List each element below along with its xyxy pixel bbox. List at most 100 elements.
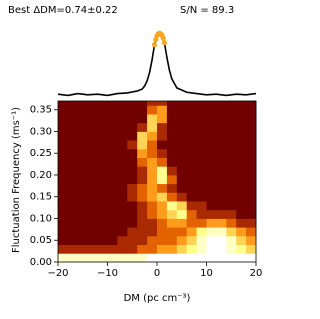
heatmap-cell <box>147 227 158 237</box>
heatmap-cell <box>196 157 207 167</box>
heatmap-cell <box>236 192 247 202</box>
heatmap-cell <box>186 244 197 254</box>
heatmap-cell <box>157 101 168 106</box>
y-tick-label: 0.10 <box>30 213 52 224</box>
heatmap-cell <box>67 201 79 211</box>
heatmap-cell <box>236 101 247 106</box>
heatmap-cell <box>127 101 138 106</box>
heatmap-cell <box>157 131 168 141</box>
heatmap-cell <box>176 140 188 150</box>
heatmap-cell <box>236 140 247 150</box>
heatmap-cell <box>226 209 237 219</box>
heatmap-cell <box>107 201 118 211</box>
heatmap-cell <box>236 157 247 167</box>
heatmap-cell <box>196 166 207 176</box>
heatmap-cell <box>107 105 118 115</box>
heatmap-cell <box>87 122 98 132</box>
heatmap-cell <box>176 192 188 202</box>
peak-point <box>160 35 166 41</box>
heatmap-cell <box>216 192 227 202</box>
heatmap-cell <box>137 148 148 158</box>
heatmap-cell <box>127 227 138 237</box>
heatmap-cell <box>226 105 237 115</box>
heatmap-cell <box>77 192 89 202</box>
heatmap-cell <box>117 148 128 158</box>
heatmap-cell <box>87 114 98 124</box>
heatmap-cell <box>127 235 138 245</box>
heatmap-cell <box>117 218 128 228</box>
heatmap-cell <box>226 101 237 106</box>
heatmap-cell <box>147 174 158 185</box>
heatmap-cell <box>216 209 227 219</box>
heatmap-cell <box>117 140 128 150</box>
heatmap-cell <box>67 148 79 158</box>
heatmap-cell <box>67 131 79 141</box>
heatmap-cell <box>77 253 89 263</box>
heatmap-cell <box>216 166 227 176</box>
heatmap-cell <box>117 235 128 245</box>
heatmap-cell <box>127 131 138 141</box>
heatmap-cell <box>246 157 257 167</box>
heatmap-cell <box>226 148 237 158</box>
heatmap-cell <box>107 166 118 176</box>
heatmap-cell <box>97 218 108 228</box>
peak-point <box>161 40 168 46</box>
heatmap-cell <box>147 131 158 141</box>
heatmap-cell <box>216 148 227 158</box>
heatmap-cell <box>147 114 158 124</box>
heatmap-cell <box>216 131 227 141</box>
heatmap-cell <box>176 122 188 132</box>
heatmap-cell <box>186 140 197 150</box>
heatmap-cell <box>236 166 247 176</box>
heatmap-cell <box>58 122 69 132</box>
heatmap-cell <box>236 209 247 219</box>
heatmap-cell <box>226 201 237 211</box>
heatmap-cell <box>137 131 148 141</box>
heatmap-cell <box>58 148 69 158</box>
heatmap-cell <box>77 201 89 211</box>
heatmap-cell <box>186 235 197 245</box>
heatmap-cell <box>87 174 98 185</box>
heatmap-cell <box>186 209 197 219</box>
heatmap-cell <box>67 122 79 132</box>
profile-line <box>57 32 257 97</box>
heatmap-cell <box>97 131 108 141</box>
y-tick-label: 0.05 <box>30 235 52 246</box>
heatmap-cell <box>58 140 69 150</box>
heatmap-cell <box>186 148 197 158</box>
heatmap-cell <box>157 105 168 115</box>
heatmap-cell <box>58 183 69 193</box>
heatmap-cell <box>176 105 188 115</box>
heatmap-cell <box>117 122 128 132</box>
heatmap-cell <box>107 101 118 106</box>
heatmap-cell <box>87 166 98 176</box>
heatmap-cell <box>67 114 79 124</box>
heatmap-cell <box>157 218 168 228</box>
snr-annotation: S/N = 89.3 <box>180 5 234 16</box>
heatmap-cell <box>166 183 178 193</box>
heatmap-cell <box>176 218 188 228</box>
heatmap-cell <box>166 131 178 141</box>
heatmap-cell <box>97 227 108 237</box>
heatmap-cell <box>226 253 237 263</box>
heatmap-cell <box>196 235 207 245</box>
heatmap-cell <box>246 131 257 141</box>
heatmap-cell <box>246 227 257 237</box>
heatmap-cell <box>87 253 98 263</box>
heatmap-cell <box>137 183 148 193</box>
heatmap-cell <box>246 101 257 106</box>
heatmap-cell <box>87 218 98 228</box>
heatmap-cell <box>127 140 138 150</box>
heatmap-cell <box>246 183 257 193</box>
heatmap-cell <box>246 253 257 263</box>
heatmap-cell <box>137 235 148 245</box>
heatmap-cell <box>67 157 79 167</box>
heatmap-cell <box>216 227 227 237</box>
heatmap-cell <box>137 101 148 106</box>
heatmap-cell <box>107 235 118 245</box>
heatmap-cell <box>236 122 247 132</box>
heatmap-cell <box>58 235 69 245</box>
heatmap-cell <box>117 244 128 254</box>
heatmap-cell <box>97 101 108 106</box>
heatmap-cell <box>58 192 69 202</box>
